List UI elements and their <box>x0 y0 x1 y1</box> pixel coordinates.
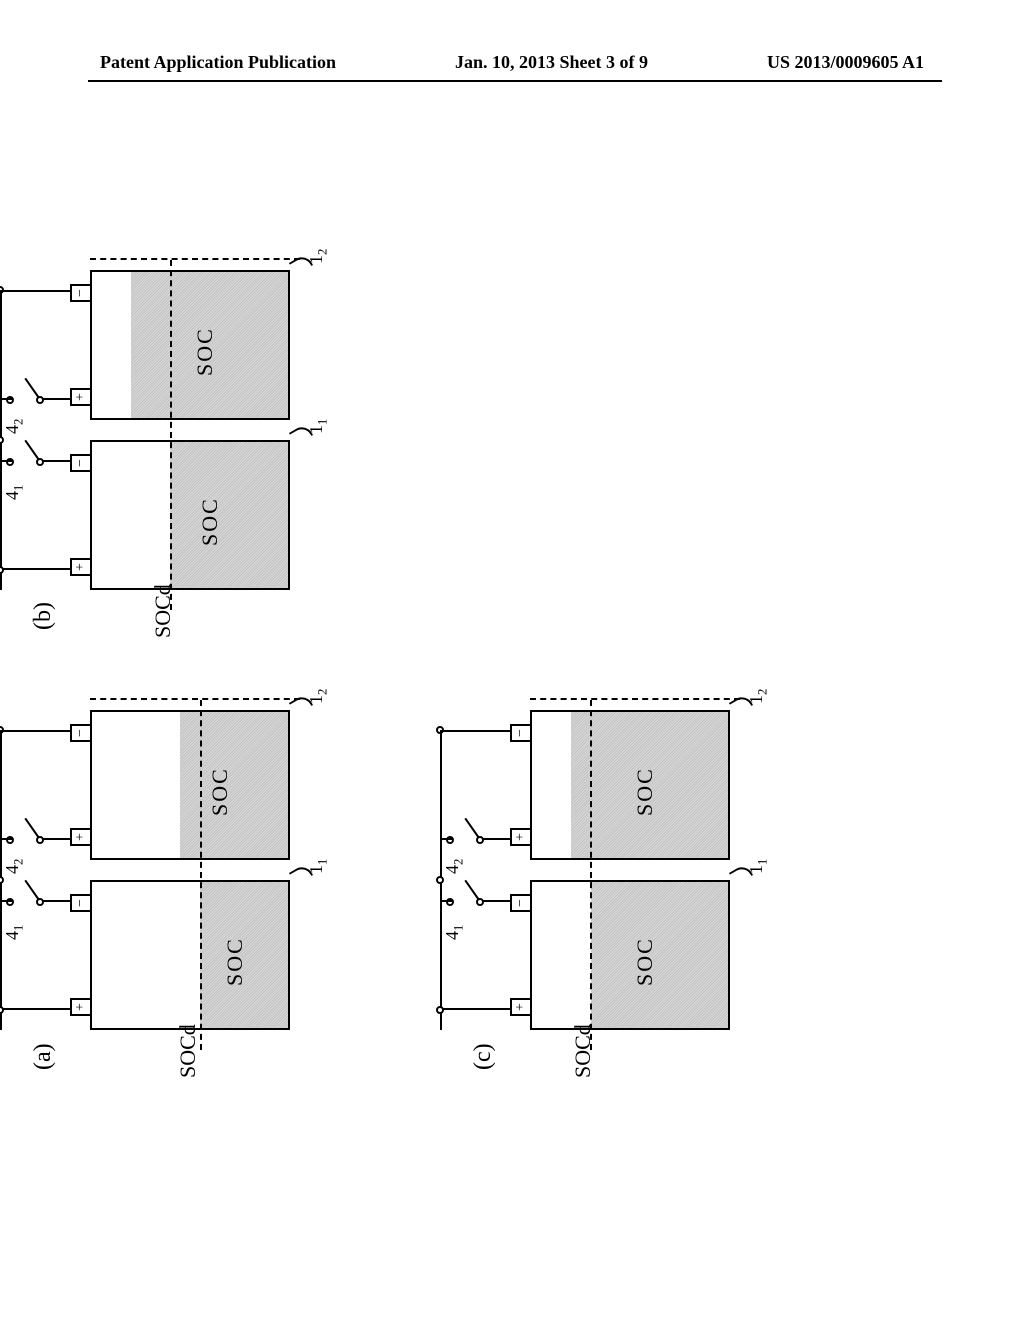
battery-2-soc-fill <box>180 712 288 858</box>
wire-b2b-plus <box>40 398 70 400</box>
switch-1-icon <box>24 880 39 901</box>
switch-2b-icon <box>24 378 39 399</box>
wire-b1b-plus <box>0 568 70 570</box>
battery-2c-box: SOC + − <box>530 710 730 860</box>
battery-2b-minus: − <box>70 284 92 302</box>
node-b1b-plus-icon <box>0 566 4 574</box>
wire-b2c-minus <box>440 730 510 732</box>
battery-2b-ref: 12 <box>306 249 331 264</box>
battery-1b-plus: + <box>70 558 92 576</box>
node-b1c-plus-icon <box>436 1006 444 1014</box>
battery-2b-plus: + <box>70 388 92 406</box>
battery-2b-soc-text: SOC <box>192 327 218 376</box>
figure-3: Fig.3 (a) SOC + − 41 SOC + − <box>10 250 1010 1070</box>
panel-a-right-dash <box>90 698 300 700</box>
battery-1c-minus: − <box>510 894 532 912</box>
socd-line-b <box>170 260 172 610</box>
battery-2c-soc-text: SOC <box>632 767 658 816</box>
bus-node-icon <box>0 876 4 884</box>
battery-2c-ref: 12 <box>746 689 771 704</box>
switch-1b-label: 41 <box>2 485 27 500</box>
socd-line-a <box>200 700 202 1050</box>
bus-node-b-icon <box>0 436 4 444</box>
panel-c: (c) SOC + − 41 SOC + − 42 SOC <box>490 670 810 1070</box>
node-b1-plus-icon <box>0 1006 4 1014</box>
battery-2b-box: SOC + − <box>90 270 290 420</box>
wire-sw1b-top <box>0 460 12 462</box>
wire-b2b-minus <box>0 290 70 292</box>
battery-1b-soc-fill <box>170 442 288 588</box>
switch-1c-label: 41 <box>442 925 467 940</box>
panel-b: (b) SOC + − 41 SOC + − 42 SOC <box>50 230 370 630</box>
wire-b1c-minus <box>480 900 510 902</box>
wire-b1-plus <box>0 1008 70 1010</box>
bus-node-c-icon <box>436 876 444 884</box>
switch-1b-icon <box>24 440 39 461</box>
battery-2-minus-terminal: − <box>70 724 92 742</box>
battery-1-box: SOC + − <box>90 880 290 1030</box>
battery-1c-ref: 11 <box>746 859 771 874</box>
panel-b-right-dash <box>90 258 300 260</box>
battery-1b-ref: 11 <box>306 419 331 434</box>
battery-1b-soc-text: SOC <box>197 497 223 546</box>
battery-1-soc-text: SOC <box>222 937 248 986</box>
battery-1b-minus: − <box>70 454 92 472</box>
switch-2-label: 42 <box>2 859 27 874</box>
battery-2-box: SOC + − <box>90 710 290 860</box>
battery-1c-plus: + <box>510 998 532 1016</box>
switch-2c-label: 42 <box>442 859 467 874</box>
switch-1-label: 41 <box>2 925 27 940</box>
battery-2-ref: 12 <box>306 689 331 704</box>
socd-line-c <box>590 700 592 1050</box>
wire-sw1c-top <box>440 900 452 902</box>
battery-2c-minus: − <box>510 724 532 742</box>
battery-1c-soc-text: SOC <box>632 937 658 986</box>
battery-1-minus-terminal: − <box>70 894 92 912</box>
wire-sw1-top <box>0 900 12 902</box>
wire-b1-minus <box>40 900 70 902</box>
switch-2-icon <box>24 818 39 839</box>
wire-b2-plus <box>40 838 70 840</box>
panel-a-label: (a) <box>30 1043 57 1070</box>
socd-label-c: SOCd <box>570 1024 596 1078</box>
wire-b2-minus <box>0 730 70 732</box>
wire-sw2b-top <box>0 398 12 400</box>
header-mid: Jan. 10, 2013 Sheet 3 of 9 <box>455 52 648 73</box>
header-left: Patent Application Publication <box>100 52 336 73</box>
battery-1c-box: SOC + − <box>530 880 730 1030</box>
wire-sw2-top <box>0 838 12 840</box>
switch-1c-icon <box>464 880 479 901</box>
panel-c-right-dash <box>530 698 740 700</box>
panel-c-label: (c) <box>470 1043 497 1070</box>
wire-b1c-plus <box>440 1008 510 1010</box>
battery-1-ref: 11 <box>306 859 331 874</box>
panel-a: (a) SOC + − 41 SOC + − 4 <box>50 670 370 1070</box>
header-right: US 2013/0009605 A1 <box>767 52 924 73</box>
wire-b1b-minus <box>40 460 70 462</box>
battery-2c-plus: + <box>510 828 532 846</box>
battery-1b-box: SOC + − <box>90 440 290 590</box>
battery-2-soc-text: SOC <box>207 767 233 816</box>
battery-1-plus-terminal: + <box>70 998 92 1016</box>
socd-label-b: SOCd <box>150 584 176 638</box>
wire-sw2c-top <box>440 838 452 840</box>
header-rule <box>88 80 942 82</box>
wire-b2c-plus <box>480 838 510 840</box>
battery-1c-soc-fill <box>591 882 728 1028</box>
switch-2b-label: 42 <box>2 419 27 434</box>
panel-b-label: (b) <box>30 602 57 630</box>
socd-label-a: SOCd <box>175 1024 201 1078</box>
battery-2-plus-terminal: + <box>70 828 92 846</box>
page-header: Patent Application Publication Jan. 10, … <box>0 52 1024 73</box>
switch-2c-icon <box>464 818 479 839</box>
